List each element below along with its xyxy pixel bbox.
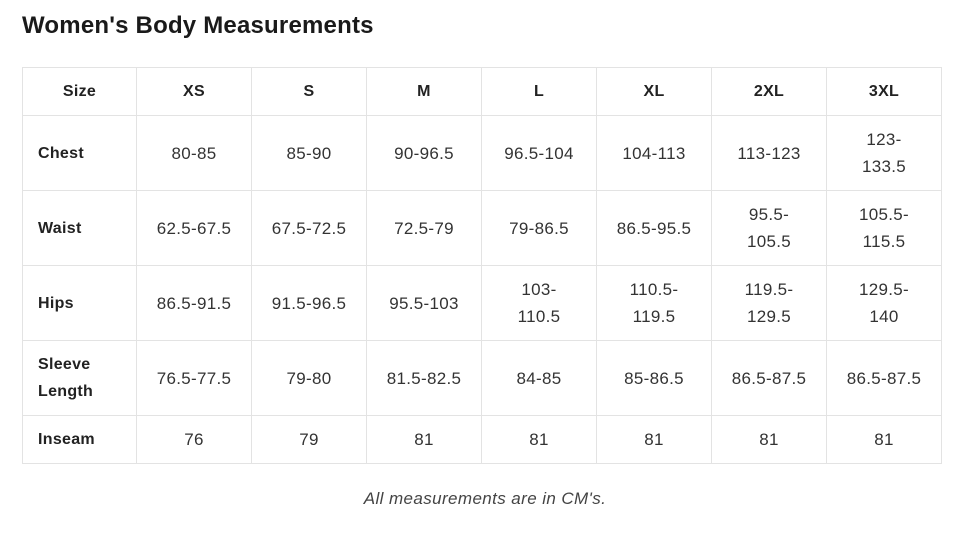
table-cell: 81 <box>596 415 712 464</box>
cell-text: 110.5-119.5 <box>629 280 679 326</box>
header-m: M <box>366 67 482 116</box>
table-cell: 91.5-96.5 <box>251 265 367 341</box>
header-3xl: 3XL <box>826 67 942 116</box>
table-cell: 90-96.5 <box>366 115 482 191</box>
table-cell: 110.5-119.5 <box>596 265 712 341</box>
table-cell: 79-80 <box>251 340 367 416</box>
table-cell: 129.5-140 <box>826 265 942 341</box>
table-cell: 105.5-115.5 <box>826 190 942 266</box>
cell-text: 95.5-105.5 <box>746 205 792 251</box>
table-cell: 113-123 <box>711 115 827 191</box>
table-cell: 86.5-87.5 <box>711 340 827 416</box>
table-cell: 96.5-104 <box>481 115 597 191</box>
header-xl: XL <box>596 67 712 116</box>
table-cell: 79 <box>251 415 367 464</box>
table-header-row: Size XS S M L XL 2XL 3XL <box>22 67 942 116</box>
header-size: Size <box>22 67 137 116</box>
header-2xl: 2XL <box>711 67 827 116</box>
table-cell: 86.5-91.5 <box>136 265 252 341</box>
table-cell: 86.5-87.5 <box>826 340 942 416</box>
table-cell: 95.5-105.5 <box>711 190 827 266</box>
cell-text: 105.5-115.5 <box>858 205 909 251</box>
table-cell: 81 <box>826 415 942 464</box>
table-cell: 119.5-129.5 <box>711 265 827 341</box>
cell-text: 103-110.5 <box>517 280 561 326</box>
row-label: Sleeve Length <box>22 340 137 416</box>
table-cell: 81 <box>711 415 827 464</box>
table-cell: 95.5-103 <box>366 265 482 341</box>
table-cell: 81.5-82.5 <box>366 340 482 416</box>
table-row-sleeve-length: Sleeve Length 76.5-77.5 79-80 81.5-82.5 … <box>22 340 942 416</box>
table-row-waist: Waist 62.5-67.5 67.5-72.5 72.5-79 79-86.… <box>22 190 942 266</box>
header-xs: XS <box>136 67 252 116</box>
table-cell: 62.5-67.5 <box>136 190 252 266</box>
table-cell: 103-110.5 <box>481 265 597 341</box>
table-cell: 76 <box>136 415 252 464</box>
size-chart-table: Size XS S M L XL 2XL 3XL Chest 80-85 85-… <box>22 67 942 464</box>
table-cell: 84-85 <box>481 340 597 416</box>
table-cell: 123-133.5 <box>826 115 942 191</box>
table-cell: 79-86.5 <box>481 190 597 266</box>
row-label-text: Sleeve Length <box>38 356 94 400</box>
table-cell: 67.5-72.5 <box>251 190 367 266</box>
table-row-hips: Hips 86.5-91.5 91.5-96.5 95.5-103 103-11… <box>22 265 942 341</box>
table-cell: 86.5-95.5 <box>596 190 712 266</box>
units-note: All measurements are in CM's. <box>363 489 607 508</box>
table-cell: 81 <box>481 415 597 464</box>
table-cell: 76.5-77.5 <box>136 340 252 416</box>
table-row-inseam: Inseam 76 79 81 81 81 81 81 <box>22 415 942 464</box>
page-title: Women's Body Measurements <box>22 12 374 39</box>
table-cell: 72.5-79 <box>366 190 482 266</box>
row-label: Chest <box>22 115 137 191</box>
table-cell: 104-113 <box>596 115 712 191</box>
cell-text: 129.5-140 <box>858 280 909 326</box>
header-l: L <box>481 67 597 116</box>
table-cell: 80-85 <box>136 115 252 191</box>
cell-text: 119.5-129.5 <box>744 280 794 326</box>
row-label: Hips <box>22 265 137 341</box>
cell-text: 123-133.5 <box>861 130 907 176</box>
row-label: Waist <box>22 190 137 266</box>
table-row-chest: Chest 80-85 85-90 90-96.5 96.5-104 104-1… <box>22 115 942 191</box>
table-cell: 85-86.5 <box>596 340 712 416</box>
table-cell: 81 <box>366 415 482 464</box>
header-s: S <box>251 67 367 116</box>
table-cell: 85-90 <box>251 115 367 191</box>
row-label: Inseam <box>22 415 137 464</box>
